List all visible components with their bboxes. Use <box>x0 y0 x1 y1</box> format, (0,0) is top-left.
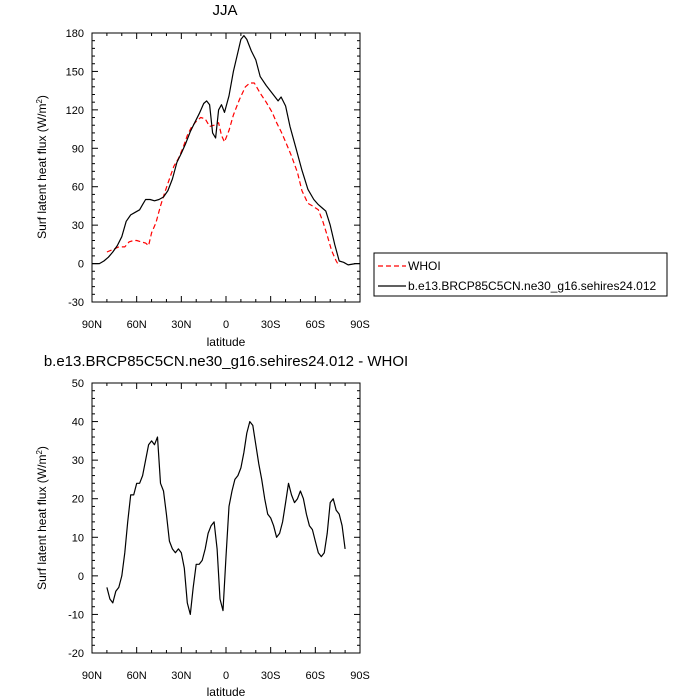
chart-title: b.e13.BRCP85C5CN.ne30_g16.sehires24.012 … <box>44 353 408 370</box>
top-chart: JJA -30 0 30 60 90 120 150 180 90N 60N 30N 0 30S 60S… <box>35 2 668 349</box>
y-tick-label: 10 <box>72 532 84 544</box>
x-tick-label: 30N <box>171 670 191 682</box>
y-ticks: -30 0 30 60 90 120 150 180 <box>66 28 360 309</box>
y-tick-label: 60 <box>72 182 84 194</box>
x-axis-label: latitude <box>207 685 246 699</box>
y-tick-label: 90 <box>72 143 84 155</box>
x-tick-label: 90N <box>82 319 102 331</box>
x-tick-label: 60N <box>127 670 147 682</box>
legend: WHOI b.e13.BRCP85C5CN.ne30_g16.sehires24… <box>373 252 668 297</box>
y-tick-label: 120 <box>66 105 84 117</box>
y-axis-label-sup: 2 <box>35 450 44 455</box>
x-ticks: 90N 60N 30N 0 30S 60S 90S <box>82 383 370 682</box>
y-axis-label-close: ) <box>35 446 49 450</box>
x-ticks: 90N 60N 30N 0 30S 60S 90S <box>82 33 370 331</box>
legend-label-whoi: WHOI <box>408 259 441 273</box>
x-tick-label: 60N <box>127 319 147 331</box>
legend-label-model: b.e13.BRCP85C5CN.ne30_g16.sehires24.012 <box>408 279 656 293</box>
series-line-0 <box>106 82 340 267</box>
series-line-1 <box>92 35 360 266</box>
y-tick-label: 180 <box>66 28 84 40</box>
x-tick-label: 90N <box>82 670 102 682</box>
x-tick-label: 60S <box>306 319 326 331</box>
x-axis-label: latitude <box>207 335 246 349</box>
series-lines <box>106 421 346 615</box>
series-line-0 <box>106 421 346 615</box>
y-axis-label-main: Surf latent heat flux (W/m <box>35 104 49 239</box>
legend-box <box>373 252 668 297</box>
x-tick-label: 60S <box>306 670 326 682</box>
plot-frame <box>91 32 361 303</box>
bottom-chart: b.e13.BRCP85C5CN.ne30_g16.sehires24.012 … <box>35 353 409 699</box>
x-tick-label: 90S <box>350 319 370 331</box>
x-tick-label: 90S <box>350 670 370 682</box>
y-tick-label: 40 <box>72 417 84 429</box>
y-axis-label: Surf latent heat flux (W/m2) <box>35 446 50 590</box>
plot-frame <box>91 382 361 654</box>
x-tick-label: 0 <box>223 670 229 682</box>
series-lines <box>92 35 360 267</box>
y-tick-label: 30 <box>72 220 84 232</box>
x-tick-label: 30S <box>261 670 281 682</box>
y-tick-label: 150 <box>66 66 84 78</box>
y-tick-label: 0 <box>78 259 84 271</box>
chart-title: JJA <box>212 2 237 19</box>
y-tick-label: 0 <box>78 571 84 583</box>
x-tick-label: 30S <box>261 319 281 331</box>
y-axis-label-sup: 2 <box>35 99 44 104</box>
x-tick-label: 0 <box>223 319 229 331</box>
y-tick-label: 30 <box>72 455 84 467</box>
y-ticks: -20 -10 0 10 20 30 40 50 <box>68 378 360 660</box>
x-tick-label: 30N <box>171 319 191 331</box>
y-tick-label: 20 <box>72 494 84 506</box>
y-tick-label: 50 <box>72 378 84 390</box>
y-tick-label: -20 <box>68 648 84 660</box>
y-axis-label-main: Surf latent heat flux (W/m <box>35 455 49 590</box>
y-tick-label: -30 <box>68 297 84 309</box>
y-axis-label-close: ) <box>35 95 49 99</box>
y-tick-label: -10 <box>68 609 84 621</box>
y-axis-label: Surf latent heat flux (W/m2) <box>35 95 50 239</box>
